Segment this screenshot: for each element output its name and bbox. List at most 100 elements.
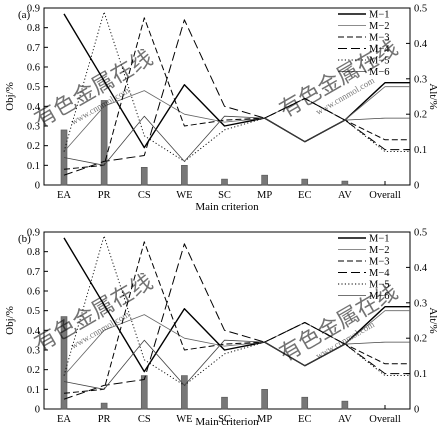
y-tick-label-left: 0.5 — [27, 306, 40, 317]
legend-label-4: M−4 — [369, 44, 390, 55]
legend-label-2: M−2 — [369, 245, 390, 256]
x-tick-label: Overall — [369, 190, 401, 201]
bar — [140, 375, 148, 410]
y-tick-label-left: 0 — [35, 181, 40, 192]
chart-panel-2: 0 0.1 0.2 0.3 0.4 0.5 0.6 0.7 0.8 0.9 0 0.1 0.2 0.3 0.… — [4, 228, 438, 429]
legend-label-4: M−4 — [369, 268, 390, 279]
bar — [301, 178, 309, 186]
y-tick-label-left: 0 — [35, 405, 40, 416]
x-tick-label: EC — [298, 190, 311, 201]
bar — [341, 180, 349, 186]
x-tick-label: WE — [176, 190, 192, 201]
bar — [60, 129, 68, 186]
bar — [261, 389, 268, 410]
y-tick-label-left: 0.1 — [27, 385, 40, 396]
y-tick-label-left: 0.8 — [27, 247, 40, 258]
legend-label-5: M−5 — [369, 56, 390, 67]
y-tick-label-left: 0.4 — [27, 326, 41, 337]
y-tick-label-right: 0.1 — [414, 145, 427, 156]
y-axis-label-right: Alt/% — [427, 83, 438, 109]
legend-label-1: M−1 — [369, 234, 390, 245]
x-tick-label: AV — [338, 190, 352, 201]
y-tick-label-left: 0.2 — [27, 365, 40, 376]
y-tick-label-left: 0.2 — [27, 141, 40, 152]
watermark-text: 有色金属在线 — [30, 269, 157, 357]
y-tick-label-left: 0.5 — [27, 82, 40, 93]
y-tick-label-left: 0.1 — [27, 161, 40, 172]
legend-label-5: M−5 — [369, 280, 390, 291]
y-tick-label-right: 0.5 — [414, 228, 427, 239]
legend-label-2: M−2 — [369, 21, 390, 32]
legend-label-6: M−6 — [369, 291, 390, 302]
y-tick-label-right: 0.4 — [414, 263, 428, 274]
y-tick-label-left: 0.7 — [27, 43, 40, 54]
series-line-1 — [63, 13, 410, 149]
x-tick-label: Overall — [369, 414, 401, 425]
legend-label-3: M−3 — [369, 257, 390, 268]
y-tick-label-right: 0 — [414, 405, 419, 416]
series-line-5 — [63, 235, 410, 386]
x-tick-label: CS — [138, 414, 151, 425]
bar — [341, 400, 349, 410]
bar — [261, 174, 268, 186]
x-tick-label: AV — [338, 414, 352, 425]
x-tick-label: WE — [176, 414, 192, 425]
y-tick-label-left: 0.3 — [27, 346, 40, 357]
x-tick-label: EC — [298, 414, 311, 425]
bar — [60, 316, 68, 410]
y-tick-label-right: 0.2 — [414, 334, 427, 345]
series-line-6 — [63, 339, 410, 390]
x-tick-label: EA — [57, 190, 71, 201]
y-tick-label-left: 0.9 — [27, 228, 40, 239]
y-axis-label-left: Obj/% — [4, 82, 16, 111]
x-tick-label: PR — [98, 414, 111, 425]
panel-label: (b) — [18, 233, 31, 245]
y-tick-label-left: 0.9 — [27, 4, 40, 15]
series-line-1 — [63, 237, 410, 373]
x-tick-label: EA — [57, 414, 71, 425]
series-line-2 — [63, 310, 410, 376]
y-tick-label-left: 0.7 — [27, 267, 40, 278]
x-tick-label: CS — [138, 190, 151, 201]
watermark-text: 有色金属在线 — [275, 279, 402, 367]
x-tick-label: MP — [257, 190, 272, 201]
x-tick-label: MP — [257, 414, 272, 425]
y-tick-label-right: 0.1 — [414, 369, 427, 380]
bar — [221, 396, 228, 410]
y-tick-label-right: 0.3 — [414, 298, 427, 309]
y-tick-label-left: 0.3 — [27, 122, 40, 133]
series-line-5 — [63, 11, 410, 162]
bar — [100, 402, 108, 410]
series-line-4 — [63, 19, 410, 176]
watermark-text: 有色金属在线 — [30, 45, 157, 133]
y-tick-label-left: 0.4 — [27, 102, 41, 113]
chart-panel-1: 0 0.1 0.2 0.3 0.4 0.5 0.6 0.7 0.8 0.9 0 0.1 0.2 0.3 0.… — [4, 4, 438, 214]
bar — [181, 165, 188, 186]
series-line-6 — [63, 115, 410, 166]
watermark-text: 有色金属在线 — [275, 35, 402, 123]
panel-label: (a) — [18, 9, 31, 21]
y-tick-label-right: 0.3 — [414, 74, 427, 85]
y-tick-label-left: 0.8 — [27, 23, 40, 34]
y-tick-label-right: 0.4 — [414, 39, 428, 50]
y-tick-label-right: 0.5 — [414, 4, 427, 15]
x-axis-label: Main criterion — [195, 201, 259, 213]
x-tick-label: SC — [218, 414, 231, 425]
series-line-2 — [63, 86, 410, 152]
series-line-4 — [63, 243, 410, 400]
legend-label-1: M−1 — [369, 10, 390, 21]
bar — [181, 375, 188, 410]
bar — [140, 167, 148, 186]
bar — [301, 396, 309, 410]
y-axis-label-left: Obj/% — [4, 306, 16, 335]
y-tick-label-left: 0.6 — [27, 63, 40, 74]
y-axis-label-right: Alt/% — [427, 307, 438, 333]
legend-label-3: M−3 — [369, 33, 390, 44]
y-tick-label-right: 0.2 — [414, 110, 427, 121]
y-tick-label-right: 0 — [414, 181, 419, 192]
bar — [100, 100, 108, 186]
bar — [221, 178, 228, 186]
